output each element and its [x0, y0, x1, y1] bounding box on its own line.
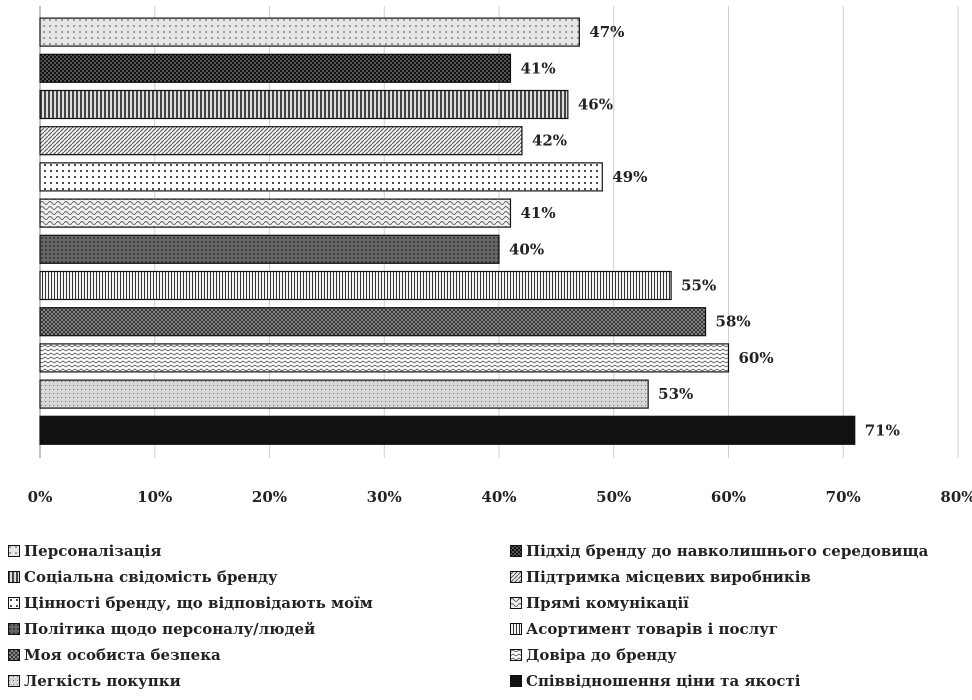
- legend-swatch: [8, 623, 20, 635]
- legend-swatch: [510, 675, 522, 687]
- bar: [39, 198, 512, 228]
- x-tick-label: 80%: [940, 488, 972, 506]
- legend-label: Соціальна свідомість бренду: [24, 568, 278, 586]
- legend-label: Довіра до бренду: [526, 646, 677, 664]
- legend-swatch: [8, 545, 20, 557]
- legend-label: Співвідношення ціни та якості: [526, 672, 801, 690]
- legend-swatch: [510, 571, 522, 583]
- legend-item: Цінності бренду, що відповідають моїм: [8, 594, 373, 612]
- bar: [39, 162, 603, 192]
- legend-label: Асортимент товарів і послуг: [526, 620, 779, 638]
- x-tick-label: 70%: [826, 488, 861, 506]
- legend-swatch: [510, 649, 522, 661]
- legend-item: Легкість покупки: [8, 672, 181, 690]
- data-label: 71%: [865, 421, 900, 439]
- data-label: 47%: [589, 23, 624, 41]
- legend-swatch: [510, 597, 522, 609]
- data-label: 60%: [739, 349, 774, 367]
- bar: [39, 307, 707, 337]
- legend-item: Підтримка місцевих виробників: [510, 568, 811, 586]
- bar: [39, 17, 580, 47]
- data-labels: 47% 41% 46% 42% 49% 41% 40% 55%58% 60% 53% 71%: [509, 23, 900, 439]
- x-tick-label: 30%: [367, 488, 402, 506]
- bar: [39, 343, 730, 373]
- bar-chart: 47% 41% 46% 42% 49% 41% 40% 55%58% 60% 53% 71% 0% 1…: [28, 6, 972, 506]
- legend-label: Легкість покупки: [24, 672, 181, 690]
- legend-item: Підхід бренду до навколишнього середовищ…: [510, 542, 928, 560]
- data-label: 41%: [520, 204, 555, 222]
- bar: [39, 126, 523, 156]
- legend-item: Асортимент товарів і послуг: [510, 620, 778, 638]
- x-tick-label: 50%: [596, 488, 631, 506]
- x-tick-label: 40%: [481, 488, 516, 506]
- x-tick-label: 0%: [28, 488, 53, 506]
- bar: [39, 379, 649, 409]
- legend-label: Політика щодо персоналу/людей: [24, 620, 316, 638]
- legend-swatch: [510, 545, 522, 557]
- bar: [39, 234, 500, 264]
- x-axis-tick-labels: 0% 10% 20% 30% 40% 50% 60% 70% 80%: [28, 488, 972, 506]
- legend-item: Прямі комунікації: [510, 594, 689, 612]
- x-tick-label: 60%: [711, 488, 746, 506]
- legend-label: Підтримка місцевих виробників: [526, 568, 811, 586]
- bars: [39, 17, 856, 445]
- x-tick-label: 20%: [252, 488, 287, 506]
- legend-item: Персоналізація: [8, 542, 161, 560]
- data-label: 46%: [578, 96, 613, 114]
- legend-label: Підхід бренду до навколишнього середовищ…: [526, 542, 929, 560]
- bar: [39, 89, 569, 120]
- legend-label: Цінності бренду, що відповідають моїм: [24, 594, 373, 612]
- legend-label: Персоналізація: [24, 542, 162, 560]
- data-label: 58%: [716, 313, 751, 331]
- legend-swatch: [8, 649, 20, 661]
- legend-item: Соціальна свідомість бренду: [8, 568, 278, 586]
- data-label: 49%: [612, 168, 647, 186]
- legend: Персоналізація Підхід бренду до навколишн…: [0, 540, 972, 700]
- legend-swatch: [8, 597, 20, 609]
- x-tick-label: 10%: [137, 488, 172, 506]
- legend-item: Співвідношення ціни та якості: [510, 672, 800, 690]
- data-label: 40%: [509, 240, 544, 258]
- bar: [39, 270, 672, 301]
- legend-swatch: [8, 571, 20, 583]
- bar: [39, 53, 512, 83]
- data-label: 55%: [681, 277, 716, 295]
- legend-item: Довіра до бренду: [510, 646, 677, 664]
- legend-item: Моя особиста безпека: [8, 646, 221, 664]
- legend-swatch: [510, 623, 522, 635]
- legend-label: Прямі комунікації: [526, 594, 689, 612]
- data-label: 53%: [658, 385, 693, 403]
- data-label: 42%: [532, 132, 567, 150]
- legend-label: Моя особиста безпека: [24, 646, 221, 664]
- legend-swatch: [8, 675, 20, 687]
- data-label: 41%: [520, 59, 555, 77]
- bar: [39, 415, 856, 445]
- legend-item: Політика щодо персоналу/людей: [8, 620, 315, 638]
